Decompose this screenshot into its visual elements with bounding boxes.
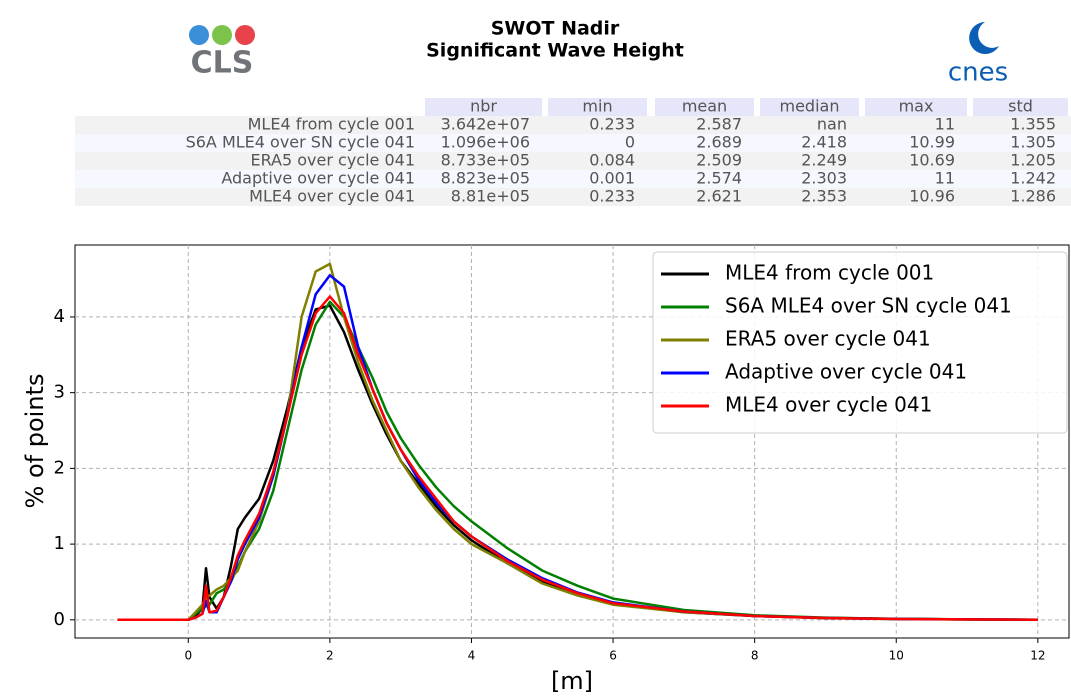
column-header: max: [899, 97, 934, 116]
table-cell: 8.733e+05: [441, 151, 530, 170]
table-cell: 0.233: [589, 187, 635, 206]
table-cell: 0.084: [589, 151, 635, 170]
x-tick-label: 10: [889, 649, 904, 663]
x-tick-label: 2: [326, 649, 334, 663]
table-cell: 0: [625, 133, 635, 152]
column-header: mean: [682, 97, 727, 116]
table-cell: 2.249: [801, 151, 847, 170]
column-header: median: [780, 97, 840, 116]
legend-box: [652, 251, 1068, 434]
y-tick-label: 2: [54, 457, 65, 478]
table-cell: 11: [935, 115, 955, 134]
table-cell: 10.96: [909, 187, 955, 206]
table-cell: 0.001: [589, 169, 635, 188]
table-cell: 2.587: [696, 115, 742, 134]
y-tick-label: 3: [54, 382, 65, 403]
table-cell: 2.353: [801, 187, 847, 206]
y-tick-label: 0: [54, 609, 65, 630]
header-cell: [865, 98, 967, 116]
series-line: [117, 295, 1038, 622]
legend-label: MLE4 over cycle 041: [725, 393, 932, 417]
legend-label: ERA5 over cycle 041: [725, 327, 931, 351]
table-cell: 1.096e+06: [441, 133, 530, 152]
logo-dot: [212, 25, 232, 45]
table-cell: 3.642e+07: [441, 115, 530, 134]
table-cell: 2.621: [696, 187, 742, 206]
logo-shape: [969, 22, 999, 54]
table-cell: 1.242: [1010, 169, 1056, 188]
table-cell: 8.823e+05: [441, 169, 530, 188]
header-cell: [760, 98, 859, 116]
column-header: min: [582, 97, 612, 116]
column-header: std: [1008, 97, 1033, 116]
row-label: Adaptive over cycle 041: [221, 169, 415, 188]
legend-label: Adaptive over cycle 041: [725, 360, 967, 384]
table-cell: 2.303: [801, 169, 847, 188]
x-tick-label: 6: [609, 649, 617, 663]
row-bg: [75, 188, 1071, 206]
logo-text: CLS: [191, 46, 254, 81]
y-tick-label: 4: [54, 306, 65, 327]
table-cell: 1.305: [1010, 133, 1056, 152]
x-tick-label: 12: [1030, 649, 1045, 663]
header-cell: [655, 98, 754, 116]
table-cell: 2.418: [801, 133, 847, 152]
table-cell: 2.509: [696, 151, 742, 170]
table-cell: 1.205: [1010, 151, 1056, 170]
table-cell: 1.355: [1010, 115, 1056, 134]
plot-frame: [74, 244, 1070, 639]
x-axis-label: [m]: [551, 667, 593, 695]
row-label: ERA5 over cycle 041: [250, 151, 415, 170]
header-cell: [425, 98, 542, 116]
row-bg: [75, 116, 1071, 134]
y-axis-label: % of points: [21, 374, 49, 509]
header-cell: [973, 98, 1068, 116]
column-header: nbr: [470, 97, 497, 116]
table-cell: 1.286: [1010, 187, 1056, 206]
y-tick-label: 1: [54, 533, 65, 554]
chart-title: SWOT Nadir: [491, 18, 620, 40]
chart-subtitle: Significant Wave Height: [426, 40, 684, 62]
table-cell: 10.99: [909, 133, 955, 152]
row-label: MLE4 over cycle 041: [249, 187, 415, 206]
row-bg: [75, 134, 1071, 152]
row-bg: [75, 152, 1071, 170]
logo-dot: [235, 25, 255, 45]
table-cell: 10.69: [909, 151, 955, 170]
row-label: MLE4 from cycle 001: [248, 115, 415, 134]
table-cell: 11: [935, 169, 955, 188]
legend-label: MLE4 from cycle 001: [725, 261, 934, 285]
row-label: S6A MLE4 over SN cycle 041: [186, 133, 415, 152]
x-tick-label: 8: [751, 649, 759, 663]
x-tick-label: 4: [468, 649, 476, 663]
logo-dot: [189, 25, 209, 45]
series-line: [117, 262, 1038, 622]
table-cell: 2.574: [696, 169, 742, 188]
legend-label: S6A MLE4 over SN cycle 041: [725, 294, 1012, 318]
cls-logo: CLS: [189, 25, 255, 81]
logo-text: cnes: [948, 58, 1008, 88]
table-cell: 2.689: [696, 133, 742, 152]
x-tick-label: 0: [184, 649, 192, 663]
header-cell: [548, 98, 647, 116]
row-bg: [75, 170, 1071, 188]
table-cell: 8.81e+05: [451, 187, 530, 206]
cnes-logo: cnes: [948, 22, 1008, 88]
table-cell: nan: [817, 115, 847, 134]
stats-table: nbr min mean median max std MLE4 from cycle 00…: [75, 97, 1071, 206]
table-cell: 0.233: [589, 115, 635, 134]
